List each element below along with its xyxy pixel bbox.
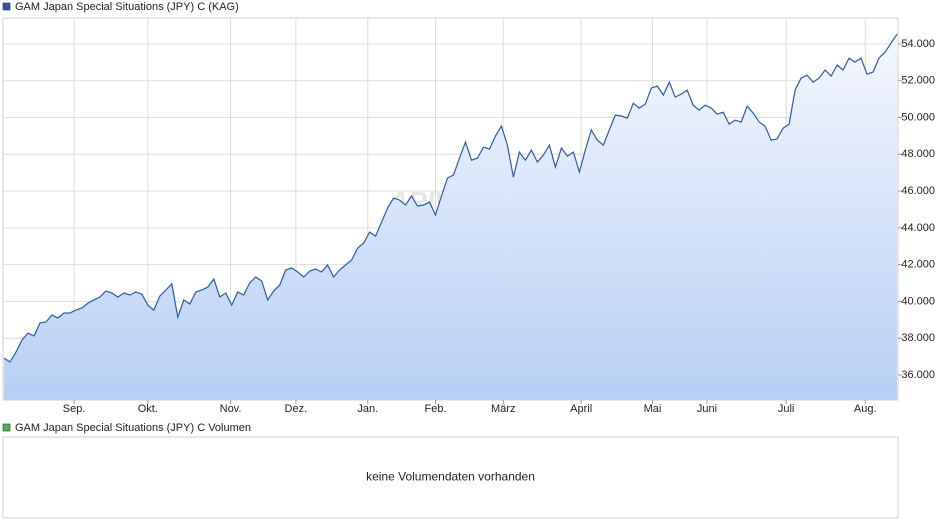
y-tick-label: 48.000 bbox=[901, 148, 935, 160]
legend-label: GAM Japan Special Situations (JPY) C (KA… bbox=[15, 1, 239, 13]
y-tick-label: 46.000 bbox=[901, 185, 935, 197]
price-panel: 36.000 38.000 40.000 42.000 44.000 46.000 48.0… bbox=[2, 1, 935, 415]
y-tick-label: 54.000 bbox=[901, 38, 935, 50]
y-tick-label: 44.000 bbox=[901, 222, 935, 234]
volume-panel: GAM Japan Special Situations (JPY) C Vol… bbox=[2, 422, 899, 519]
x-tick-label: Dez. bbox=[285, 403, 308, 415]
legend-label: GAM Japan Special Situations (JPY) C Vol… bbox=[15, 422, 251, 434]
x-tick-label: Mai bbox=[644, 403, 662, 415]
x-tick-label: April bbox=[570, 403, 592, 415]
x-tick-label: Okt. bbox=[138, 403, 158, 415]
price-area bbox=[4, 34, 897, 400]
plot-background bbox=[2, 436, 899, 519]
y-tick-label: 38.000 bbox=[901, 332, 935, 344]
x-tick-label: Sep. bbox=[63, 403, 86, 415]
x-tick-label: Nov. bbox=[220, 403, 242, 415]
x-tick-label: Juni bbox=[697, 403, 717, 415]
legend-marker bbox=[2, 423, 11, 432]
x-tick-label: Juli bbox=[778, 403, 795, 415]
x-tick-label: März bbox=[491, 403, 515, 415]
y-tick-label: 50.000 bbox=[901, 111, 935, 123]
y-tick-label: 52.000 bbox=[901, 75, 935, 87]
x-tick-label: Aug. bbox=[854, 403, 877, 415]
legend-marker bbox=[2, 2, 11, 11]
y-tick-label: 42.000 bbox=[901, 259, 935, 271]
price-line bbox=[3, 33, 898, 363]
x-tick-label: Feb. bbox=[425, 403, 447, 415]
no-data-message: keine Volumendaten vorhanden bbox=[366, 470, 535, 484]
x-tick-label: Jan. bbox=[357, 403, 378, 415]
y-tick-label: 36.000 bbox=[901, 369, 935, 381]
y-tick-label: 40.000 bbox=[901, 295, 935, 307]
